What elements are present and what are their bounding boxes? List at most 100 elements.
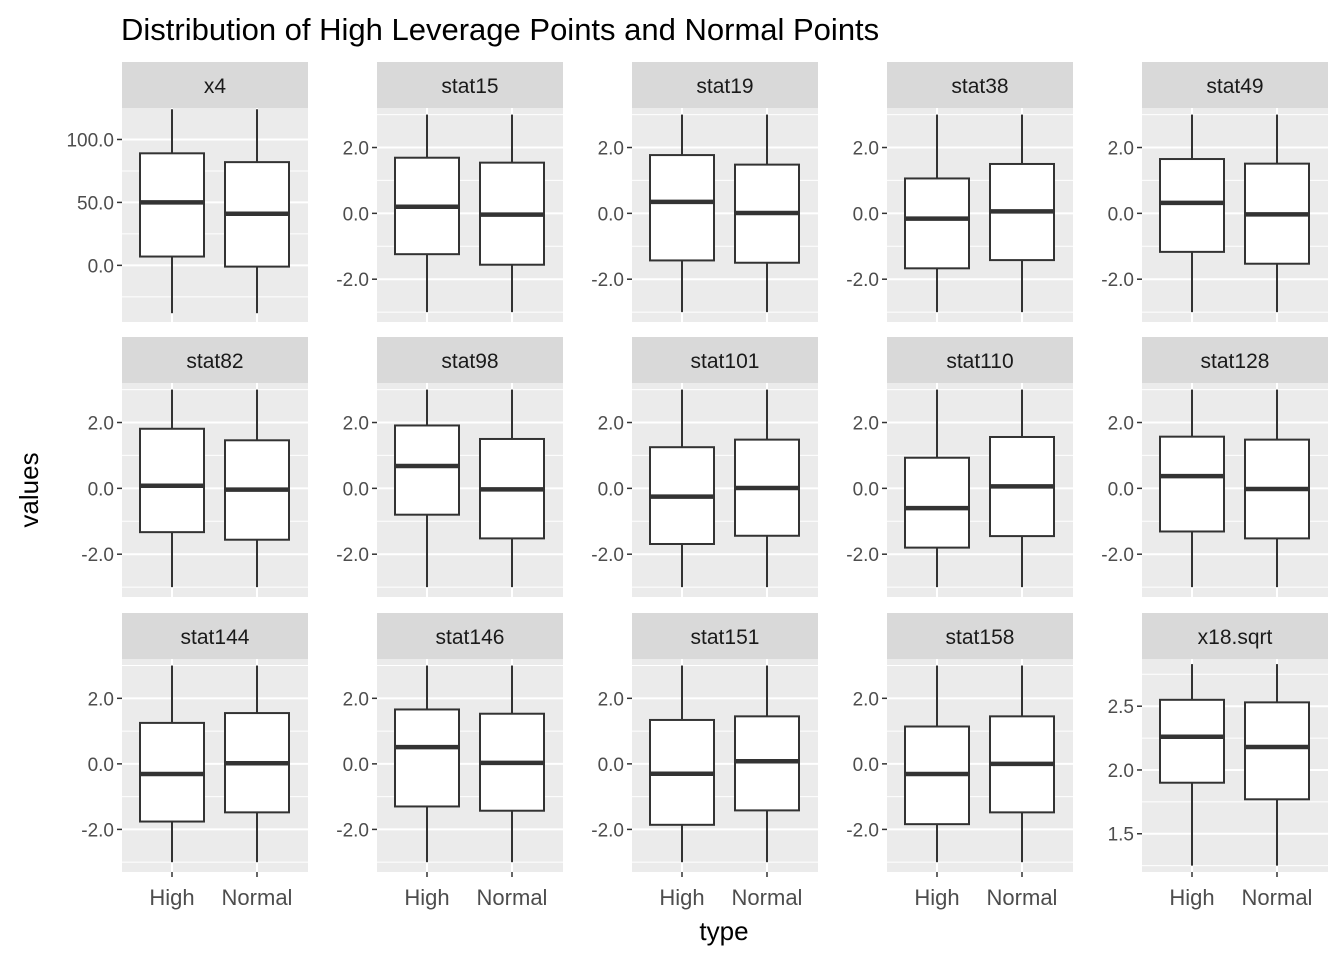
boxplot [1244, 389, 1310, 588]
facet-strip [632, 337, 818, 383]
y-tick-label: 2.0 [1108, 761, 1134, 782]
boxplot [989, 389, 1055, 588]
facet-strip [887, 62, 1073, 108]
facet-strip-label: stat101 [691, 350, 760, 373]
x-tick-label: High [1169, 885, 1214, 910]
facet-strip [887, 337, 1073, 383]
y-tick-label: 0.0 [853, 479, 879, 500]
y-tick-label: 2.0 [598, 139, 624, 160]
x-tick-label: Normal [732, 885, 803, 910]
boxplot [394, 389, 460, 588]
facet-strip [1142, 62, 1328, 108]
boxplot [1159, 114, 1225, 313]
facet-strip-label: stat98 [441, 350, 498, 373]
facet-strip-label: stat146 [436, 626, 505, 649]
box-iqr [1159, 435, 1225, 533]
y-tick-label: 0.0 [88, 755, 114, 776]
boxplot [734, 114, 800, 313]
boxplot [479, 389, 545, 588]
y-tick-label: -2.0 [336, 820, 369, 841]
x-tick-label: High [149, 885, 194, 910]
y-tick-label: -2.0 [846, 820, 879, 841]
y-tick-label: 2.0 [1108, 139, 1134, 160]
facet-strip [377, 613, 563, 659]
x-tick-label: High [404, 885, 449, 910]
boxplot [989, 114, 1055, 313]
box-iqr [1159, 698, 1225, 784]
boxplot [1159, 664, 1225, 866]
y-tick-label: 2.0 [853, 689, 879, 710]
facet-strip-label: stat128 [1201, 350, 1270, 373]
y-tick-label: -2.0 [81, 545, 114, 566]
y-tick-label: 2.0 [343, 689, 369, 710]
boxplot [224, 665, 290, 863]
boxplot [139, 665, 205, 863]
boxplot [394, 665, 460, 863]
x-axis-title: type [699, 916, 748, 946]
y-tick-label: 0.0 [343, 479, 369, 500]
box-iqr [139, 427, 205, 534]
facet-strip-label: stat82 [186, 350, 243, 373]
facet-panel: x4 0.0 50.0 100.0 [66, 62, 308, 322]
box-iqr [904, 456, 970, 549]
facet-panel: stat158 -2.0 0.0 2.0 High Normal [846, 613, 1073, 910]
facet-panel: stat38 -2.0 0.0 2.0 [846, 62, 1073, 322]
box-iqr [394, 424, 460, 516]
facet-panel: stat49 -2.0 0.0 2.0 [1101, 62, 1328, 322]
facet-strip [632, 62, 818, 108]
facet-strip-label: stat151 [691, 626, 760, 649]
y-tick-label: 2.0 [88, 414, 114, 435]
y-tick-label: 50.0 [77, 193, 114, 214]
box-iqr [394, 708, 460, 808]
facet-strip [632, 613, 818, 659]
boxplot [904, 389, 970, 588]
y-tick-label: -2.0 [591, 820, 624, 841]
facet-panel: stat151 -2.0 0.0 2.0 High Normal [591, 613, 818, 910]
x-tick-label: High [659, 885, 704, 910]
facet-strip [122, 337, 308, 383]
facet-strip [1142, 337, 1328, 383]
boxplot [734, 389, 800, 588]
y-tick-label: 0.0 [598, 755, 624, 776]
boxplot [904, 665, 970, 863]
boxplot [734, 665, 800, 863]
y-tick-label: 0.0 [853, 204, 879, 225]
facet-strip-label: stat38 [951, 75, 1008, 98]
y-tick-label: 2.0 [598, 414, 624, 435]
boxplot [1159, 389, 1225, 588]
boxplot [649, 114, 715, 313]
facet-panel: stat110 -2.0 0.0 2.0 [846, 337, 1073, 597]
facet-strip [377, 62, 563, 108]
boxplot [139, 109, 205, 314]
x-tick-label: High [914, 885, 959, 910]
y-tick-label: -2.0 [591, 545, 624, 566]
y-tick-label: 2.0 [88, 689, 114, 710]
facet-strip [377, 337, 563, 383]
chart-title: Distribution of High Leverage Points and… [121, 12, 879, 47]
box-iqr [649, 154, 715, 262]
facet-panel: stat15 -2.0 0.0 2.0 [336, 62, 563, 322]
y-tick-label: 0.0 [853, 755, 879, 776]
y-tick-label: -2.0 [336, 545, 369, 566]
y-tick-label: 2.0 [343, 414, 369, 435]
facet-strip [1142, 613, 1328, 659]
facet-strip [887, 613, 1073, 659]
facet-strip-label: stat15 [441, 75, 498, 98]
y-tick-label: 0.0 [343, 204, 369, 225]
box-iqr [904, 177, 970, 270]
facet-panel: x18.sqrt 1.5 2.0 2.5 High Normal [1108, 613, 1328, 910]
x-tick-label: Normal [987, 885, 1058, 910]
y-tick-label: -2.0 [1101, 545, 1134, 566]
boxplot [989, 665, 1055, 863]
x-tick-label: Normal [1242, 885, 1313, 910]
y-tick-label: 0.0 [88, 256, 114, 277]
box-iqr [1244, 701, 1310, 801]
facet-strip-label: stat49 [1206, 75, 1263, 98]
facet-strip [122, 613, 308, 659]
boxplot [394, 114, 460, 313]
y-tick-label: -2.0 [81, 820, 114, 841]
y-axis-title: values [14, 452, 44, 527]
y-tick-label: 2.5 [1108, 697, 1134, 718]
facet-strip [122, 62, 308, 108]
